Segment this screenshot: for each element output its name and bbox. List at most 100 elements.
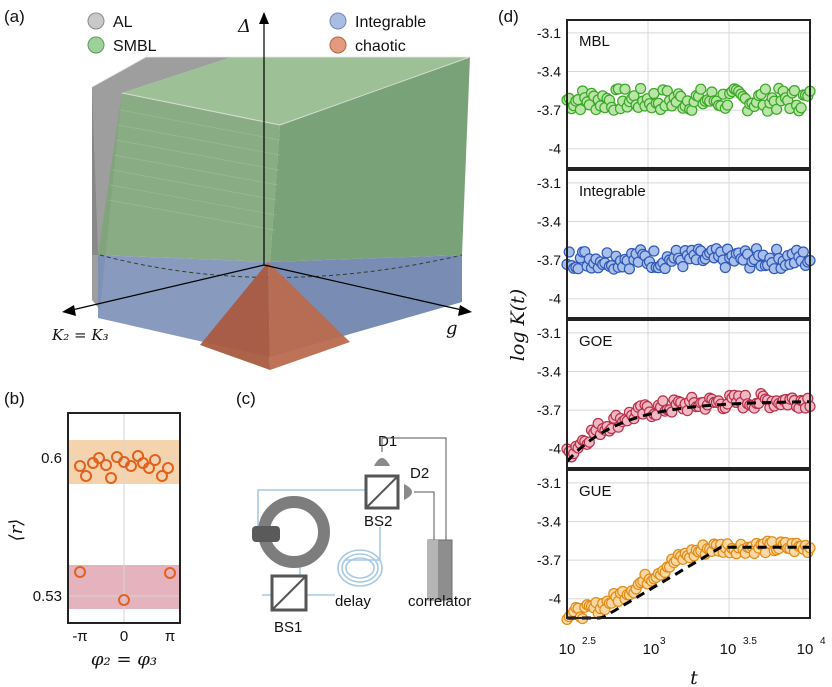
panel-a-legend: AL SMBL Integrable chaotic (87, 12, 426, 55)
d-ytick: -3.1 (537, 25, 561, 41)
detector-d2 (404, 484, 412, 500)
data-point (623, 263, 636, 275)
data-point (574, 103, 587, 116)
d-xtick-0: 10 (559, 641, 576, 658)
data-point (619, 83, 631, 95)
d-xtick-1: 10 (643, 641, 660, 658)
d-xticks: 10 2.5 10 3 10 3.5 10 4 (559, 636, 826, 658)
legend-chaotic-label: chaotic (355, 38, 406, 55)
chaotic-right-face (268, 262, 350, 370)
al-region (92, 57, 232, 310)
wire-d2 (414, 491, 435, 540)
legend-al-label: AL (113, 14, 133, 31)
b-markers (74, 450, 176, 606)
d-ytick: -4 (549, 441, 562, 457)
bs1-label: BS1 (274, 619, 302, 636)
delay-coil-1 (337, 549, 383, 587)
delay-coil-2 (341, 553, 379, 583)
legend-integrable-label: Integrable (355, 14, 426, 31)
data-point (634, 82, 647, 95)
panel-b: (b) 0.6 0.53 ⟨r⟩ - (4, 389, 181, 670)
d-ytick: -3.4 (537, 213, 561, 229)
fit-line (567, 545, 810, 620)
d-subpanel-gue: -3.1 -3.4 -3.7 -4 GUE (537, 469, 816, 626)
legend-al-marker (87, 12, 105, 30)
panel-label-d: (d) (498, 7, 519, 26)
data-point (695, 83, 707, 95)
d-xtick-3-exp: 4 (820, 636, 826, 647)
coupler-block (252, 526, 280, 542)
d-frame (566, 319, 811, 469)
data-point (659, 262, 671, 275)
d-ytick: -3.4 (537, 63, 561, 79)
b-marker (80, 470, 92, 482)
data-point (719, 261, 731, 274)
bs2-label: BS2 (364, 513, 392, 530)
data-point (770, 103, 783, 115)
panel-c: (c) BS1 BS2 D1 D2 (236, 389, 471, 636)
d-xtick-3: 10 (797, 641, 814, 658)
d-xlabel: t (690, 667, 698, 687)
d-ytick: -3.7 (537, 402, 561, 418)
data-point (648, 245, 660, 257)
d-ytick: -3.4 (537, 513, 561, 529)
smbl-right-face (270, 57, 470, 262)
b-ytick-1: 0.53 (33, 588, 62, 605)
bs1-diagonal (271, 575, 307, 611)
d-frame (566, 19, 811, 169)
d-ytick: -3.1 (537, 175, 561, 191)
detector-d1 (374, 458, 390, 466)
d-subpanel-title: MBL (579, 33, 610, 50)
d-frame (566, 169, 811, 319)
chaotic-left-face (200, 262, 270, 370)
b-marker (156, 470, 168, 482)
smbl-left-face (98, 93, 280, 262)
data-point (770, 243, 783, 255)
panel-d: (d) log K(t) t -3.1 -3.4 -3.7 -4 MBL -3.1 -3.4… (498, 7, 826, 687)
fiber-ring-to-bs2 (257, 489, 365, 527)
data-point (759, 83, 772, 95)
b-marker (118, 594, 130, 606)
panel-a: (a) AL SMBL Integrable chaotic (4, 7, 472, 370)
panel-label-c: (c) (236, 389, 256, 408)
d-xtick-0-exp: 2.5 (582, 636, 596, 647)
d-subpanel-mbl: -3.1 -3.4 -3.7 -4 MBL (537, 19, 816, 169)
d-frame (566, 469, 811, 619)
smbl-hatching (107, 109, 281, 231)
k-axis-arrow (62, 305, 76, 316)
al-region-side (92, 87, 100, 310)
d-ytick: -3.7 (537, 102, 561, 118)
b-xtick-1: 0 (120, 628, 128, 645)
data-point (759, 546, 772, 559)
legend-chaotic-marker (329, 36, 347, 54)
g-axis-arrow (458, 305, 472, 316)
d-ytick: -3.7 (537, 252, 561, 268)
legend-smbl-marker (87, 36, 105, 54)
d-ytick: -4 (549, 291, 562, 307)
bs2-diagonal (365, 475, 399, 509)
d-ytick: -4 (549, 591, 562, 607)
d-subpanel-title: GOE (579, 333, 612, 350)
wire-d1 (381, 437, 447, 540)
d-subpanel-title: Integrable (579, 183, 646, 200)
b-marker (100, 459, 112, 471)
delay-coil-3 (345, 557, 375, 579)
k-axis-label: K₂ = K₃ (51, 326, 109, 344)
b-marker (74, 460, 86, 472)
b-ytick-0: 0.6 (41, 450, 62, 467)
data-point (788, 84, 801, 97)
correlator-highlight (428, 540, 438, 600)
b-xtick-0: -π (72, 628, 87, 645)
b-marker (162, 462, 174, 474)
legend-smbl-label: SMBL (113, 38, 157, 55)
b-frame (67, 412, 181, 624)
box-edges (91, 56, 471, 126)
g-axis (263, 264, 463, 311)
d-xtick-2-exp: 3.5 (743, 636, 757, 647)
d-ytick: -3.1 (537, 325, 561, 341)
data-point (563, 246, 575, 258)
d-subpanels: -3.1 -3.4 -3.7 -4 MBL -3.1 -3.4 -3.7 -4 Integrabl… (537, 19, 816, 626)
d-subpanel-title: GUE (579, 483, 612, 500)
data-point (797, 246, 809, 258)
